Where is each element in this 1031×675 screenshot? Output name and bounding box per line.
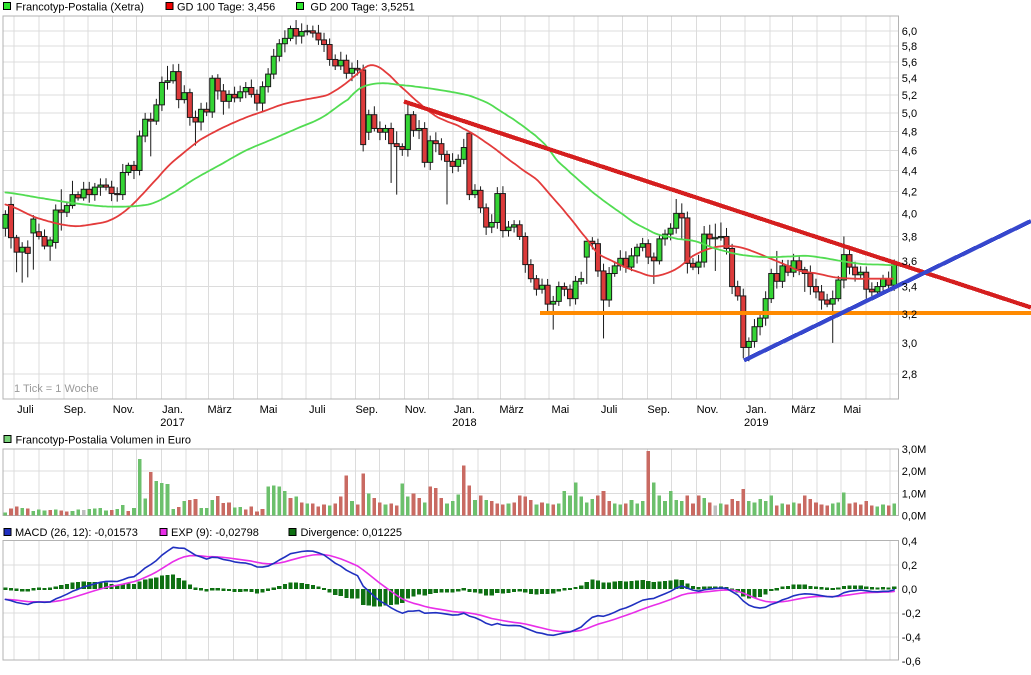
svg-text:-0,4: -0,4 xyxy=(902,632,921,644)
svg-text:Sep.: Sep. xyxy=(647,404,670,416)
svg-text:Nov.: Nov. xyxy=(697,404,719,416)
svg-text:0,0: 0,0 xyxy=(902,584,917,596)
svg-text:0,0M: 0,0M xyxy=(902,511,926,523)
svg-text:3,0: 3,0 xyxy=(902,338,917,350)
svg-text:Juli: Juli xyxy=(309,404,326,416)
svg-text:0,4: 0,4 xyxy=(902,536,917,548)
svg-text:GD 200 Tage: 3,5251: GD 200 Tage: 3,5251 xyxy=(310,1,414,13)
svg-text:-0,2: -0,2 xyxy=(902,608,921,620)
svg-text:2,8: 2,8 xyxy=(902,369,917,381)
svg-text:Francotyp-Postalia Volumen in: Francotyp-Postalia Volumen in Euro xyxy=(16,435,191,447)
svg-text:Juli: Juli xyxy=(601,404,618,416)
svg-text:Jan.: Jan. xyxy=(454,404,475,416)
svg-text:-0,6: -0,6 xyxy=(902,656,921,668)
svg-text:Jan.: Jan. xyxy=(746,404,767,416)
svg-text:6,0: 6,0 xyxy=(902,26,917,38)
svg-text:5,4: 5,4 xyxy=(902,73,917,85)
svg-text:März: März xyxy=(207,404,231,416)
svg-text:4,8: 4,8 xyxy=(902,126,917,138)
svg-text:5,6: 5,6 xyxy=(902,57,917,69)
svg-text:2,0M: 2,0M xyxy=(902,466,926,478)
svg-text:3,6: 3,6 xyxy=(902,256,917,268)
svg-text:Sep.: Sep. xyxy=(64,404,87,416)
svg-text:3,8: 3,8 xyxy=(902,232,917,244)
svg-text:1,0M: 1,0M xyxy=(902,488,926,500)
svg-text:3,2: 3,2 xyxy=(902,309,917,321)
svg-text:0,2: 0,2 xyxy=(902,560,917,572)
svg-text:EXP (9): -0,02798: EXP (9): -0,02798 xyxy=(171,527,259,539)
svg-text:Mai: Mai xyxy=(843,404,861,416)
svg-text:4,0: 4,0 xyxy=(902,208,917,220)
svg-text:5,2: 5,2 xyxy=(902,90,917,102)
svg-text:4,6: 4,6 xyxy=(902,145,917,157)
svg-text:2018: 2018 xyxy=(452,417,476,429)
svg-text:Nov.: Nov. xyxy=(405,404,427,416)
svg-text:3,4: 3,4 xyxy=(902,282,917,294)
svg-text:3,0M: 3,0M xyxy=(902,444,926,456)
svg-text:4,4: 4,4 xyxy=(902,166,917,178)
svg-text:5,0: 5,0 xyxy=(902,108,917,120)
svg-text:Mai: Mai xyxy=(260,404,278,416)
svg-text:März: März xyxy=(791,404,815,416)
svg-text:2017: 2017 xyxy=(160,417,184,429)
svg-text:Sep.: Sep. xyxy=(355,404,378,416)
svg-text:Jan.: Jan. xyxy=(162,404,183,416)
svg-text:Juli: Juli xyxy=(17,404,34,416)
svg-text:März: März xyxy=(499,404,523,416)
svg-text:Nov.: Nov. xyxy=(113,404,135,416)
svg-text:MACD (26, 12): -0,01573: MACD (26, 12): -0,01573 xyxy=(15,527,138,539)
svg-text:4,2: 4,2 xyxy=(902,186,917,198)
svg-text:Francotyp-Postalia (Xetra): Francotyp-Postalia (Xetra) xyxy=(16,1,144,13)
svg-text:2019: 2019 xyxy=(744,417,768,429)
svg-text:1 Tick = 1 Woche: 1 Tick = 1 Woche xyxy=(14,383,98,395)
svg-text:GD 100 Tage: 3,456: GD 100 Tage: 3,456 xyxy=(177,1,275,13)
svg-text:Mai: Mai xyxy=(552,404,570,416)
svg-text:5,8: 5,8 xyxy=(902,41,917,53)
svg-text:Divergence: 0,01225: Divergence: 0,01225 xyxy=(301,527,403,539)
